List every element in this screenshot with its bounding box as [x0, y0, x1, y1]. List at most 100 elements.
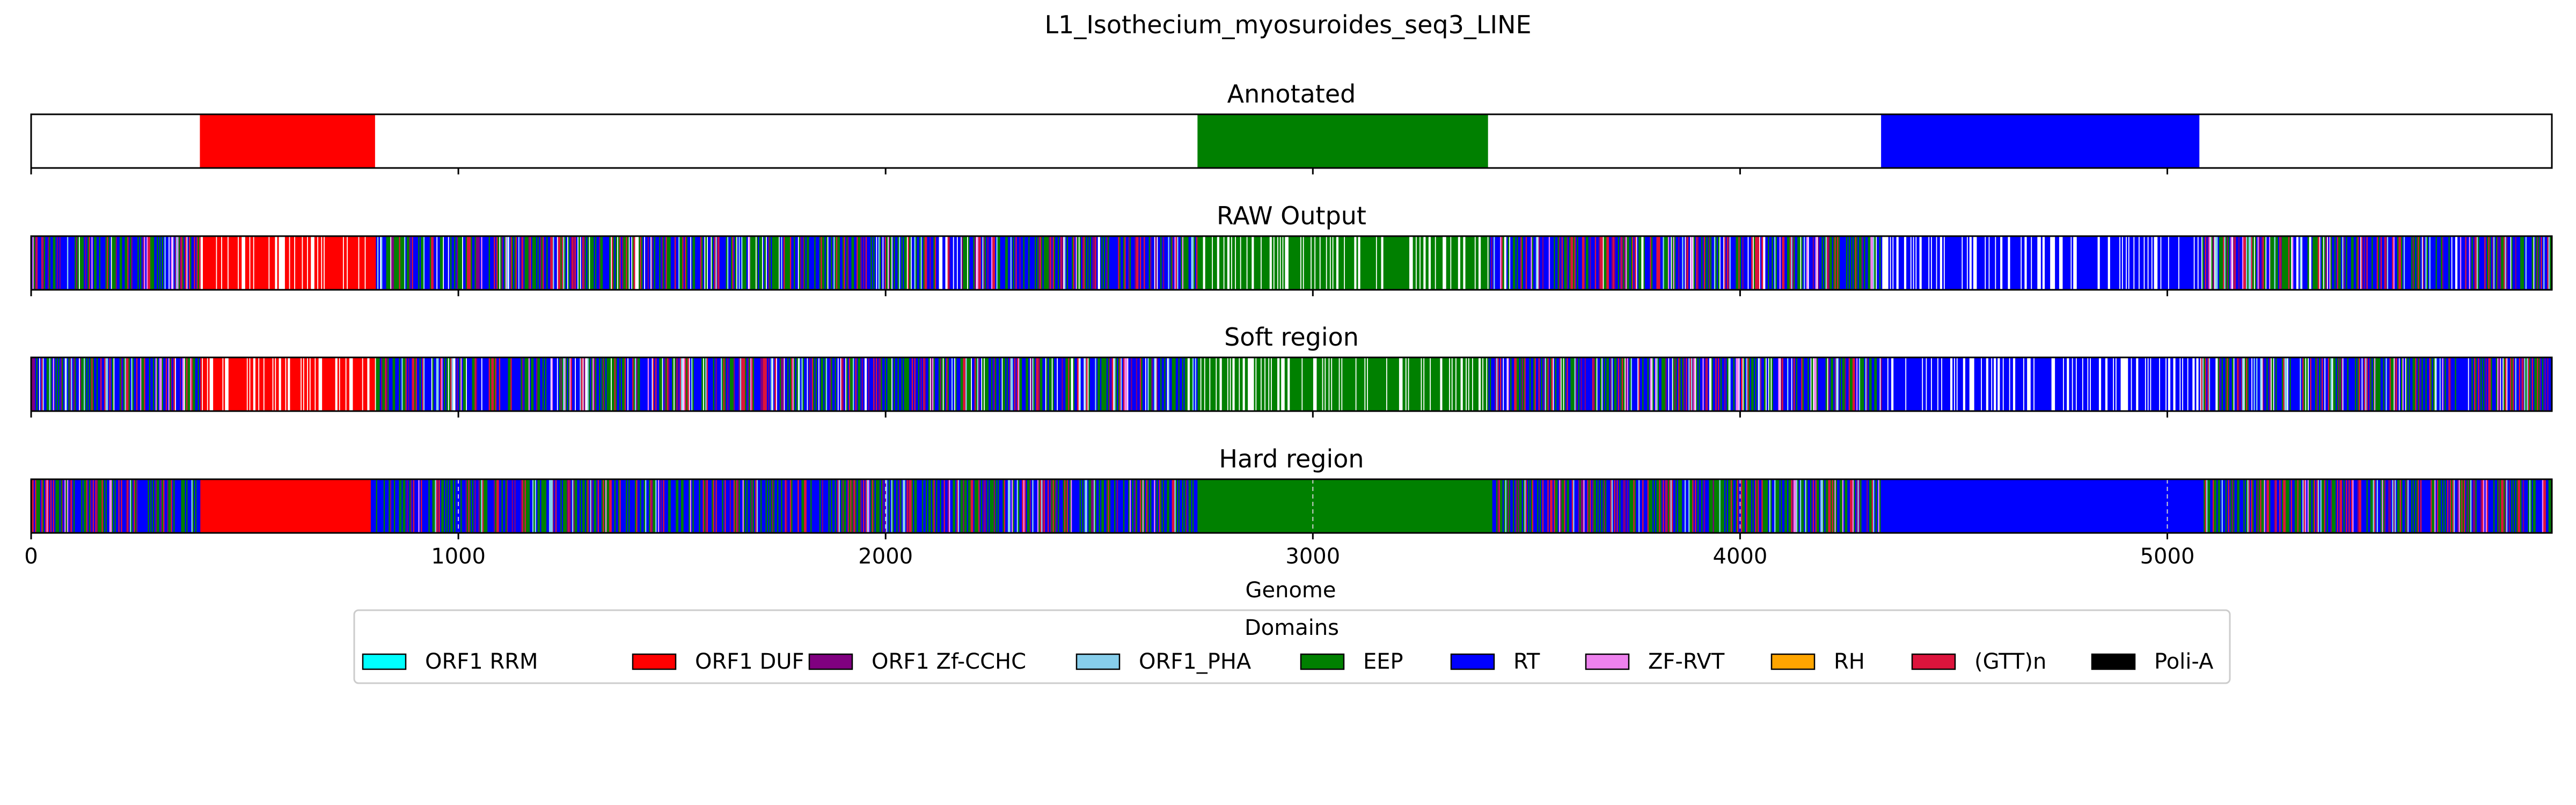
domain-stripe	[2504, 357, 2506, 411]
domain-stripe	[738, 357, 741, 411]
domain-stripe	[2225, 357, 2227, 411]
domain-stripe	[1470, 479, 1473, 533]
domain-stripe	[135, 479, 137, 533]
domain-stripe	[2347, 357, 2349, 411]
domain-stripe	[1505, 357, 1507, 411]
domain-stripe	[103, 236, 105, 290]
domain-stripe	[1091, 357, 1093, 411]
domain-stripe	[720, 479, 722, 533]
domain-stripe	[356, 479, 358, 533]
domain-stripe	[1426, 236, 1429, 290]
domain-stripe	[2316, 357, 2318, 411]
domain-stripe	[230, 357, 232, 411]
domain-stripe	[947, 236, 949, 290]
domain-stripe	[1577, 479, 1579, 533]
domain-stripe	[2196, 236, 2198, 290]
domain-stripe	[1304, 479, 1306, 533]
domain-stripe	[1159, 357, 1161, 411]
domain-stripe	[2475, 236, 2477, 290]
domain-stripe	[291, 479, 293, 533]
domain-stripe	[604, 357, 606, 411]
domain-stripe	[1505, 479, 1507, 533]
domain-stripe	[1756, 479, 1758, 533]
domain-stripe	[1092, 357, 1094, 411]
domain-stripe	[1405, 236, 1407, 290]
domain-stripe	[273, 357, 275, 411]
domain-stripe	[1970, 479, 1972, 533]
domain-stripe	[277, 479, 279, 533]
domain-stripe	[401, 357, 404, 411]
domain-stripe	[1540, 357, 1542, 411]
domain-stripe	[1680, 236, 1682, 290]
domain-stripe	[2198, 236, 2200, 290]
domain-stripe	[1455, 479, 1457, 533]
domain-stripe	[372, 357, 374, 411]
domain-stripe	[246, 479, 248, 533]
domain-stripe	[1862, 479, 1864, 533]
domain-stripe	[2528, 236, 2530, 290]
domain-stripe	[182, 479, 184, 533]
domain-stripe	[376, 479, 378, 533]
domain-stripe	[1921, 479, 1923, 533]
domain-stripe	[863, 479, 865, 533]
domain-stripe	[2460, 357, 2462, 411]
domain-stripe	[251, 479, 253, 533]
domain-stripe	[152, 357, 155, 411]
domain-stripe	[714, 479, 716, 533]
domain-stripe	[1870, 479, 1872, 533]
domain-stripe	[142, 357, 144, 411]
domain-stripe	[1888, 357, 1890, 411]
domain-stripe	[890, 236, 892, 290]
domain-stripe	[69, 236, 71, 290]
domain-stripe	[2050, 479, 2052, 533]
domain-stripe	[1035, 357, 1037, 411]
domain-stripe	[2447, 357, 2449, 411]
domain-stripe	[402, 236, 405, 290]
domain-stripe	[1565, 479, 1567, 533]
domain-stripe	[226, 479, 228, 533]
domain-stripe	[41, 236, 43, 290]
domain-stripe	[1497, 479, 1499, 533]
domain-stripe	[353, 236, 355, 290]
domain-stripe	[240, 479, 242, 533]
domain-stripe	[999, 479, 1001, 533]
domain-stripe	[1297, 236, 1299, 290]
domain-stripe	[43, 479, 46, 533]
domain-stripe	[555, 357, 557, 411]
domain-stripe	[1024, 236, 1026, 290]
domain-stripe	[460, 479, 463, 533]
domain-stripe	[328, 479, 331, 533]
domain-stripe	[1246, 357, 1248, 411]
domain-stripe	[181, 357, 183, 411]
domain-stripe	[1756, 236, 1758, 290]
domain-stripe	[2016, 236, 2018, 290]
domain-stripe	[1318, 479, 1320, 533]
domain-stripe	[50, 479, 52, 533]
domain-stripe	[1091, 236, 1093, 290]
domain-stripe	[2407, 236, 2409, 290]
domain-stripe	[199, 479, 201, 533]
domain-stripe	[43, 357, 46, 411]
domain-stripe	[2443, 357, 2445, 411]
domain-stripe	[741, 479, 743, 533]
domain-stripe	[558, 236, 560, 290]
domain-stripe	[112, 357, 114, 411]
domain-stripe	[1259, 236, 1261, 290]
domain-stripe	[957, 479, 960, 533]
domain-stripe	[2028, 236, 2030, 290]
domain-stripe	[1151, 357, 1153, 411]
domain-stripe	[1990, 236, 1993, 290]
domain-stripe	[1512, 357, 1514, 411]
domain-stripe	[898, 236, 901, 290]
domain-stripe	[1368, 357, 1370, 411]
domain-stripe	[132, 479, 134, 533]
domain-stripe	[842, 479, 844, 533]
domain-stripe	[419, 236, 421, 290]
domain-stripe	[316, 236, 318, 290]
panel-bars	[31, 236, 2553, 290]
domain-stripe	[572, 357, 574, 411]
domain-stripe	[2311, 357, 2313, 411]
domain-stripe	[1602, 479, 1605, 533]
domain-stripe	[1773, 357, 1775, 411]
domain-stripe	[928, 479, 930, 533]
